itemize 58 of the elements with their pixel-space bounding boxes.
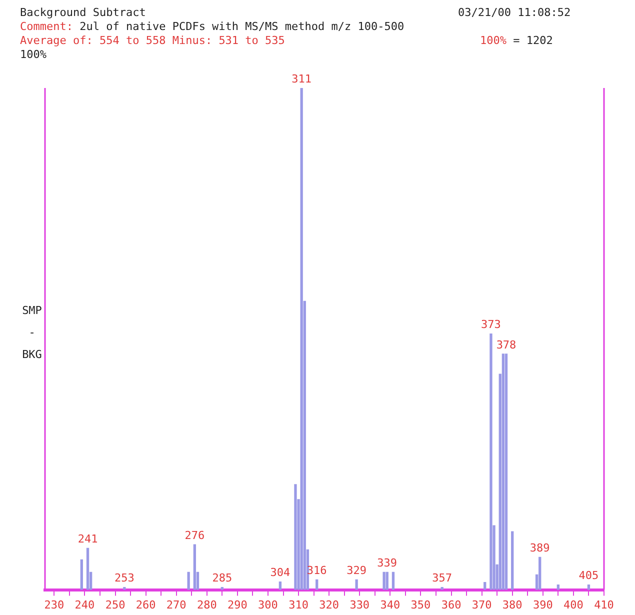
x-tick-label: 390	[532, 598, 553, 612]
annotation: 405	[578, 569, 599, 582]
annotation: 285	[212, 572, 232, 585]
annotation: 389	[530, 542, 550, 555]
bar	[187, 572, 190, 590]
text: 100% = 1202	[480, 34, 553, 47]
chart-title: Background Subtract	[20, 6, 146, 19]
x-tick-label: 250	[105, 598, 126, 612]
bar	[316, 579, 318, 590]
bar	[504, 354, 508, 590]
bar	[80, 559, 83, 590]
chart-subtitle: Comment: 2ul of native PCDFs with MS/MS method m/z 100-500	[20, 20, 404, 33]
annotation: 357	[432, 572, 452, 585]
x-tick-label: 280	[196, 598, 217, 612]
x-tick-label: 400	[564, 598, 584, 612]
annotation: 373	[481, 318, 501, 332]
bar	[278, 581, 282, 590]
x-tick-label: 320	[319, 598, 340, 612]
x-tick-label: 340	[380, 598, 400, 612]
annotation: 311	[292, 72, 312, 86]
bar	[355, 579, 358, 590]
x-tick-label: 380	[502, 598, 522, 612]
annotation: 339	[377, 556, 398, 570]
annotation: 329	[346, 564, 367, 578]
x-tick-label: 300	[258, 598, 278, 612]
annotation: 316	[306, 564, 327, 578]
bar	[86, 548, 90, 590]
bar	[294, 484, 297, 590]
bar	[386, 572, 388, 590]
x-tick-label: 270	[166, 598, 186, 612]
text: 100%	[20, 48, 46, 61]
bar	[502, 354, 505, 590]
bar	[490, 334, 492, 590]
x-tick-label: 240	[74, 598, 95, 612]
text: Average of: 554 to 558 Minus: 531 to 535	[20, 34, 285, 47]
x-tick-label: 410	[594, 598, 614, 612]
x-tick-label: 310	[288, 598, 308, 612]
bar	[300, 88, 303, 590]
x-tick-label: 370	[472, 598, 492, 612]
annotation: 241	[78, 532, 98, 546]
bar	[538, 556, 542, 590]
x-tick-label: 290	[228, 598, 248, 612]
text: 03/21/00 11:08:52	[458, 6, 571, 19]
annotation: 378	[496, 338, 516, 352]
annotation: 304	[270, 566, 291, 580]
bar	[382, 572, 386, 590]
x-tick-label: 350	[410, 598, 431, 612]
bar	[123, 586, 126, 590]
y-axis-title: SMP - BKG	[21, 303, 43, 363]
annotation: 276	[184, 528, 205, 542]
bar	[193, 544, 196, 590]
bar	[392, 572, 395, 590]
annotation: 253	[114, 572, 134, 585]
x-tick-label: 330	[350, 598, 370, 612]
x-tick-label: 230	[44, 598, 64, 612]
x-tick-label: 260	[136, 598, 156, 612]
x-tick-label: 360	[441, 598, 462, 612]
bar	[511, 531, 514, 590]
